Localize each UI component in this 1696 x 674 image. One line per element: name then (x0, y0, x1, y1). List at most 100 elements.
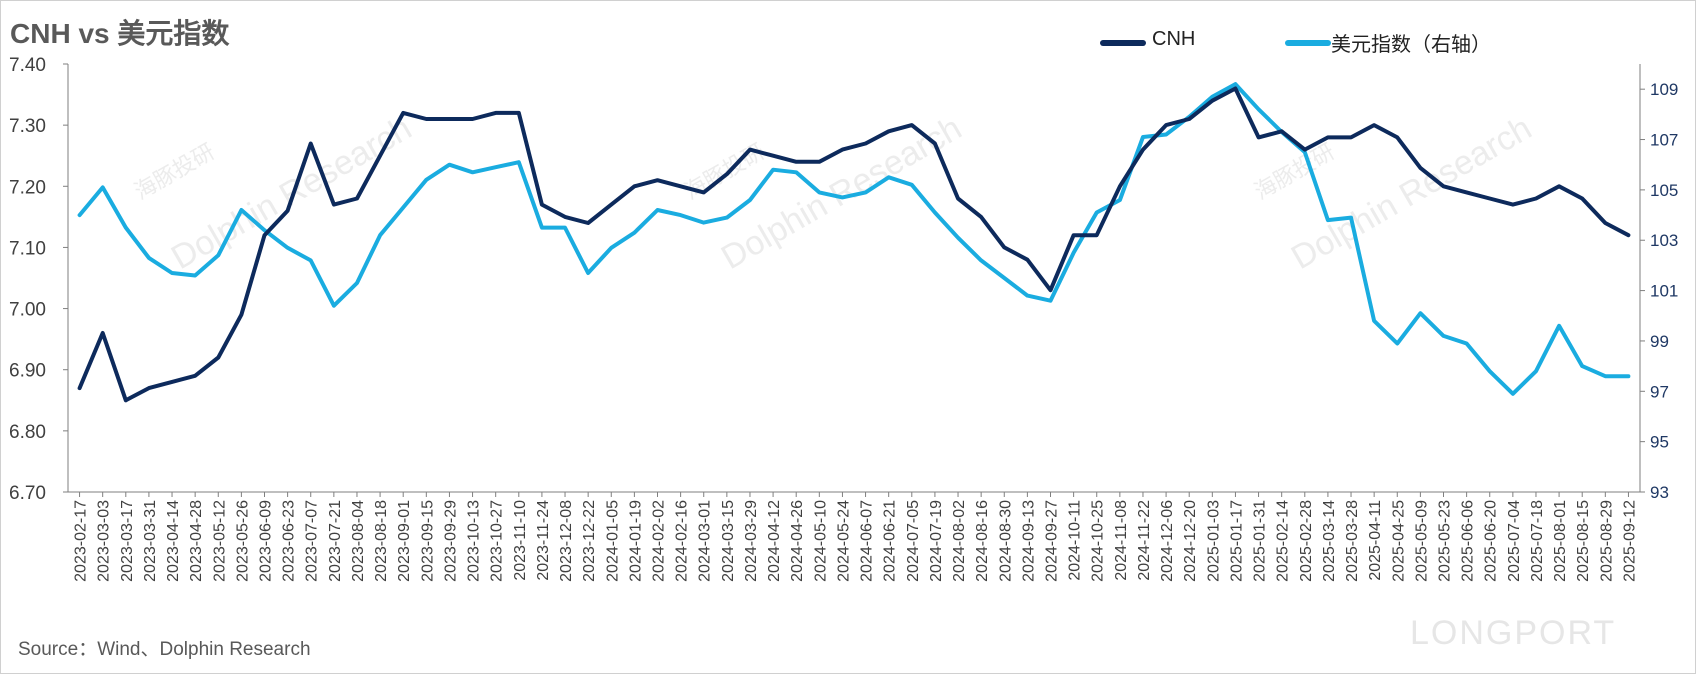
legend-label-cnh: CNH (1152, 28, 1196, 50)
data-point-cnh (1095, 233, 1099, 237)
x-tick-label: 2024-06-07 (859, 500, 876, 582)
x-tick-label: 2023-02-17 (73, 500, 90, 582)
x-tick-label: 2025-03-28 (1344, 500, 1361, 582)
x-tick-label: 2024-01-05 (604, 500, 621, 582)
data-point-cnh (424, 117, 428, 121)
x-tick-label: 2025-01-17 (1228, 500, 1245, 582)
right-tick-label: 97 (1650, 382, 1669, 401)
x-tick-label: 2023-06-23 (281, 500, 298, 582)
chart-title: CNH vs 美元指数 (10, 18, 230, 49)
data-point-cnh (78, 386, 82, 390)
data-point-dxy (748, 198, 752, 202)
data-point-cnh (1418, 166, 1422, 170)
data-point-cnh (771, 154, 775, 158)
data-point-cnh (1118, 184, 1122, 188)
x-tick-label: 2025-05-09 (1413, 500, 1430, 582)
data-point-dxy (563, 226, 567, 230)
data-point-dxy (1580, 364, 1584, 368)
x-tick-label: 2023-03-31 (142, 500, 159, 582)
x-tick-label: 2024-05-10 (812, 500, 829, 582)
data-point-cnh (679, 184, 683, 188)
data-point-dxy (401, 206, 405, 209)
data-point-dxy (1118, 198, 1122, 202)
data-point-cnh (725, 172, 729, 176)
data-point-dxy (1164, 133, 1168, 136)
data-point-dxy (725, 216, 729, 220)
data-point-dxy (956, 236, 960, 240)
x-tick-label: 2025-06-06 (1460, 500, 1477, 582)
x-tick-label: 2023-08-04 (350, 500, 367, 582)
data-point-dxy (78, 213, 82, 217)
brand-watermark: LONGPORT (1410, 614, 1617, 652)
data-point-dxy (170, 271, 174, 275)
x-tick-label: 2025-07-04 (1506, 500, 1523, 582)
data-point-dxy (332, 304, 336, 308)
x-tick-label: 2024-07-05 (905, 500, 922, 582)
x-tick-label: 2025-06-20 (1483, 500, 1500, 582)
data-point-cnh (702, 190, 706, 194)
left-tick-label: 7.20 (9, 177, 46, 198)
legend-label-dxy: 美元指数（右轴） (1331, 34, 1491, 56)
data-point-dxy (101, 185, 105, 189)
data-point-dxy (263, 228, 266, 232)
x-tick-label: 2024-04-12 (766, 500, 783, 582)
data-point-cnh (170, 380, 174, 384)
data-point-dxy (933, 211, 937, 214)
data-point-cnh (864, 142, 868, 145)
data-point-dxy (193, 274, 197, 277)
x-tick-label: 2025-03-14 (1321, 500, 1338, 582)
data-point-cnh (193, 374, 197, 378)
data-point-dxy (124, 226, 128, 230)
x-tick-label: 2023-07-21 (327, 500, 344, 582)
data-point-dxy (1603, 374, 1607, 378)
data-point-dxy (494, 165, 498, 169)
data-point-cnh (1488, 197, 1492, 200)
data-point-cnh (1603, 221, 1607, 225)
x-tick-label: 2023-12-08 (558, 500, 575, 582)
x-tick-label: 2024-03-29 (743, 500, 760, 582)
x-tick-label: 2024-11-22 (1136, 500, 1153, 581)
data-point-dxy (656, 208, 659, 212)
x-tick-label: 2024-02-02 (651, 500, 668, 582)
data-point-dxy (864, 190, 868, 194)
data-point-dxy (771, 168, 775, 172)
data-point-dxy (1257, 107, 1261, 111)
data-point-cnh (1002, 245, 1006, 249)
x-tick-label: 2023-03-03 (96, 500, 113, 582)
data-point-cnh (1025, 258, 1029, 262)
x-tick-label: 2024-10-25 (1090, 500, 1107, 582)
data-point-cnh (1303, 148, 1307, 152)
x-tick-label: 2024-03-15 (720, 500, 737, 582)
x-tick-label: 2023-11-10 (512, 500, 529, 581)
x-tick-label: 2024-01-19 (627, 500, 644, 582)
x-tick-label: 2023-05-26 (234, 500, 251, 582)
legend-swatch-cnh (1100, 40, 1146, 46)
x-tick-label: 2024-03-01 (697, 500, 714, 582)
x-tick-label: 2023-10-27 (489, 500, 506, 582)
x-tick-label: 2023-10-13 (466, 500, 483, 582)
data-point-cnh (1395, 135, 1399, 139)
data-point-dxy (1002, 276, 1006, 280)
x-tick-label: 2025-04-25 (1390, 500, 1407, 582)
data-point-dxy (1418, 311, 1422, 315)
data-point-dxy (1534, 369, 1538, 373)
x-tick-label: 2025-08-29 (1598, 500, 1615, 582)
data-point-dxy (355, 281, 359, 285)
data-point-cnh (101, 331, 105, 335)
data-point-cnh (887, 129, 891, 133)
data-point-dxy (1465, 342, 1469, 345)
data-point-cnh (1349, 135, 1353, 139)
data-point-dxy (517, 160, 521, 164)
data-point-cnh (309, 142, 313, 145)
data-point-cnh (378, 154, 382, 158)
data-point-cnh (471, 117, 475, 121)
x-tick-label: 2023-06-09 (258, 500, 275, 582)
x-tick-label: 2024-09-27 (1044, 500, 1061, 582)
data-point-cnh (1233, 87, 1237, 90)
data-point-cnh (609, 203, 613, 207)
left-tick-label: 7.00 (9, 300, 46, 321)
x-tick-label: 2024-09-13 (1020, 500, 1037, 582)
data-point-dxy (586, 271, 590, 275)
data-point-cnh (216, 356, 220, 359)
